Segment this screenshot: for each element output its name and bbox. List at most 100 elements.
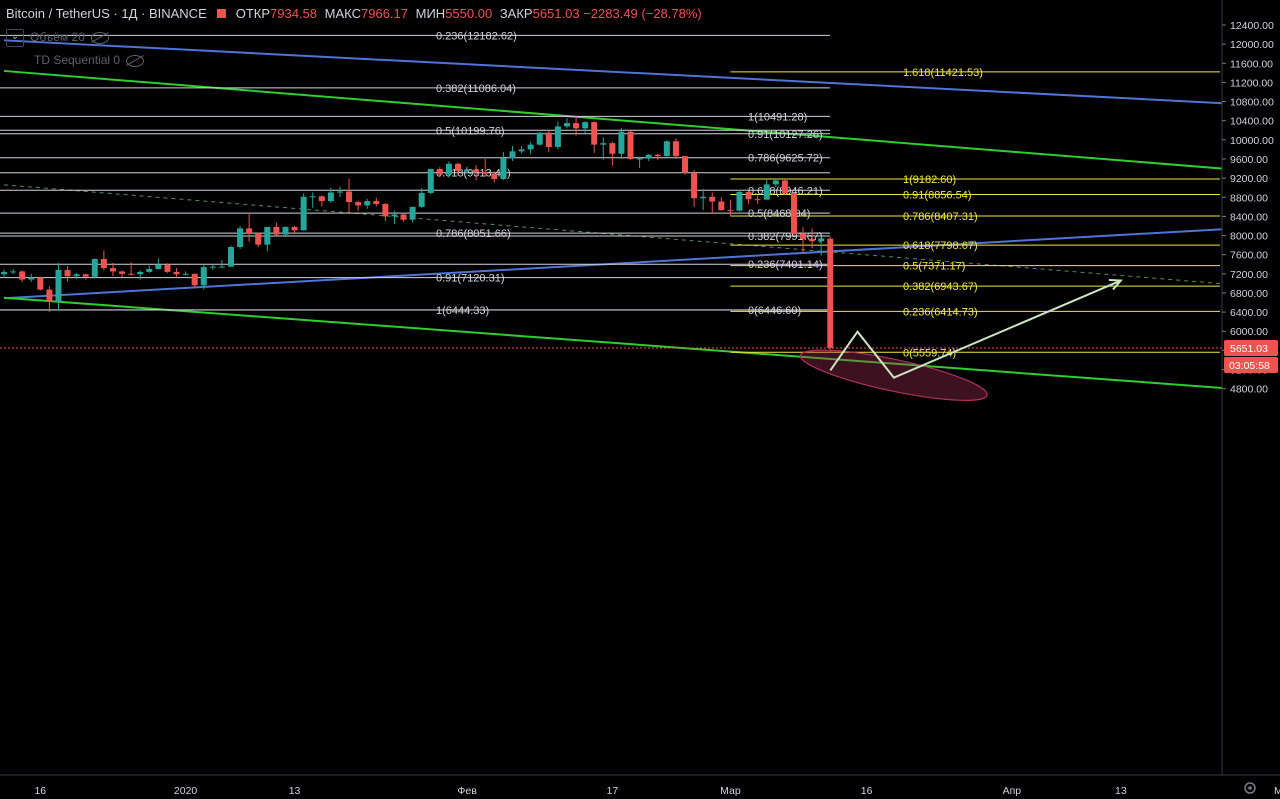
price-tick-label: 12400.00 (1230, 20, 1274, 32)
candle-body (582, 122, 589, 129)
candle-body (818, 238, 825, 242)
candle-body (373, 201, 380, 204)
open-value: 7934.58 (270, 6, 318, 21)
time-tick-label: 13 (1115, 785, 1127, 797)
fib-level-label: 0.618(7798.67) (903, 240, 978, 252)
time-tick-label: Май (1274, 785, 1280, 797)
candle-body (291, 226, 298, 231)
price-tick-label: 9600.00 (1230, 154, 1268, 166)
candle-body (645, 154, 652, 159)
candle-body (182, 273, 189, 275)
candle-body (700, 196, 707, 199)
fib-level-label: 0.786(8051.66) (436, 228, 511, 240)
fib-level-label: 0.5(8468.94) (748, 208, 810, 220)
candle-body (228, 247, 234, 267)
time-axis[interactable]: 16 2020 13 Фев 17 Мар 16 Апр 13 Май (0, 774, 1280, 797)
trend-line-green-lower (3, 296, 1280, 394)
candle-body (527, 144, 534, 150)
candle-body (609, 143, 616, 154)
fib-level-label: 1(6444.33) (436, 305, 489, 317)
candle-body (100, 258, 107, 269)
symbol-title[interactable]: Bitcoin / TetherUS · 1Д · BINANCE (6, 6, 207, 21)
candle-body (445, 163, 452, 175)
candle-body (119, 271, 126, 274)
gear-icon[interactable] (1244, 782, 1256, 794)
chevron-down-icon[interactable]: ⌄ (6, 29, 24, 47)
candle-body (200, 267, 207, 286)
candle-body (273, 226, 280, 235)
fib-level-label: 0.382(11086.04) (436, 83, 516, 95)
candle-body (736, 191, 743, 211)
gear-icon-hub (1248, 786, 1252, 790)
candle-body (473, 169, 480, 172)
eye-hidden-icon[interactable] (90, 32, 109, 44)
trend-line-green-upper (3, 69, 1280, 175)
candle-body (336, 191, 343, 193)
price-axis-bg (1222, 0, 1280, 799)
price-tick-label: 9200.00 (1230, 173, 1268, 185)
fib-level-label: 0.5(7371.17) (903, 261, 965, 273)
candle-body (300, 196, 307, 231)
price-tick-label: 8400.00 (1230, 211, 1268, 223)
forecast-ellipse (799, 349, 988, 401)
indicator-td-sequential[interactable]: TD Sequential 0 (34, 53, 145, 67)
candle-body (718, 201, 725, 211)
price-tick-label: 7600.00 (1230, 250, 1268, 262)
candle-body (409, 206, 416, 220)
price-tick-label: 11600.00 (1230, 58, 1273, 70)
candle-body (237, 228, 244, 248)
time-tick-label: 16 (34, 785, 46, 797)
price-tick-label: 4800.00 (1230, 384, 1268, 396)
fib-level-label: 0.91(7120.31) (436, 273, 505, 285)
close-label: ЗАКР (499, 6, 533, 21)
candle-body (636, 158, 643, 160)
candle-body (563, 123, 570, 127)
candle-body (536, 132, 543, 145)
fib-level-label: 0.5(10199.76) (436, 125, 505, 137)
candle-body (391, 214, 398, 217)
candle-body (464, 169, 471, 171)
candle-body (654, 154, 661, 157)
trend-line-blue-lower (3, 224, 1280, 300)
candle-body (427, 169, 434, 193)
candle-body (400, 214, 407, 220)
time-tick-label: 13 (289, 785, 301, 797)
open-label: ОТКР (235, 6, 271, 21)
candle-body (763, 184, 770, 200)
candle-body (455, 163, 461, 171)
price-tick-label: 10000.00 (1230, 135, 1274, 147)
candle-body (436, 169, 443, 175)
fib-level-label: 1.618(11421.53) (903, 67, 983, 79)
candle-body (745, 191, 752, 200)
trend-line-dashed-trend (3, 184, 1280, 289)
candle-body (218, 266, 225, 268)
candle-body (600, 143, 607, 145)
trend-lines[interactable] (3, 39, 1280, 397)
candle-body (246, 228, 253, 234)
eye-hidden-icon[interactable] (126, 54, 145, 67)
candle-body (10, 271, 17, 273)
candle-body (618, 131, 625, 154)
candle-body (146, 269, 153, 272)
time-tick-label: Мар (720, 785, 741, 797)
candle-body (509, 151, 516, 159)
candle-body (809, 238, 816, 242)
indicator-volume[interactable]: ⌄ Объём 20 (6, 29, 109, 47)
candle-body (164, 264, 171, 272)
price-axis[interactable]: 12400.00 12000.00 11600.00 11200.00 10800.00… (1221, 0, 1280, 799)
fib-level-label: 0.91(8856.54) (903, 190, 972, 202)
candle-body (591, 122, 598, 145)
indicator-volume-label: Объём 20 (30, 30, 85, 45)
forecast-drawing[interactable] (797, 278, 1123, 411)
time-tick-label: Фев (457, 785, 477, 797)
candle-body (573, 123, 580, 129)
low-label: МИН (415, 6, 446, 21)
trend-line-blue-upper (3, 39, 1280, 108)
candle-body (255, 233, 262, 245)
last-price-badge (1224, 339, 1278, 356)
candle-body (772, 180, 779, 185)
price-tick-label: 10400.00 (1230, 116, 1274, 128)
forecast-arrowhead (1108, 278, 1123, 291)
flag-icon[interactable] (216, 9, 226, 18)
